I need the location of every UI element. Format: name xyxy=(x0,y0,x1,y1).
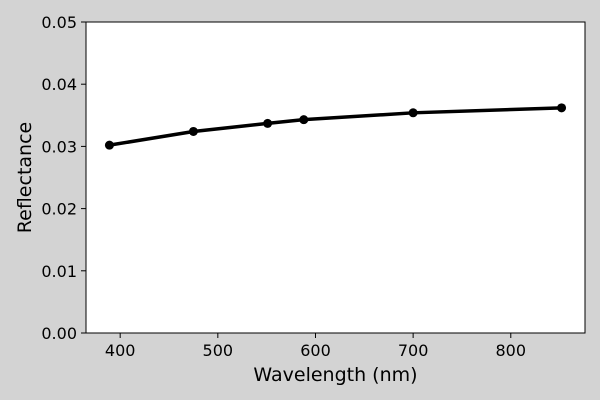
data-point xyxy=(299,115,309,125)
plot-area xyxy=(86,22,585,333)
data-point xyxy=(557,103,567,113)
x-tick-label: 800 xyxy=(496,341,527,360)
x-tick-label: 400 xyxy=(105,341,136,360)
data-point xyxy=(104,140,114,150)
y-axis-label: Reflectance xyxy=(14,122,36,233)
x-tick-label: 600 xyxy=(300,341,331,360)
plot-frame xyxy=(85,21,586,334)
y-tick-label: 0.04 xyxy=(41,75,77,94)
series-layer xyxy=(104,103,567,150)
data-point xyxy=(188,126,198,136)
y-tick-label: 0.05 xyxy=(41,13,77,32)
data-point xyxy=(263,118,273,128)
x-axis-label: Wavelength (nm) xyxy=(253,364,417,386)
y-axis-ticks: 0.00 0.01 0.02 0.03 0.04 0.05 xyxy=(41,13,86,343)
x-tick-label: 500 xyxy=(203,341,234,360)
y-tick-label: 0.00 xyxy=(41,324,77,343)
data-point xyxy=(408,108,418,118)
y-tick-label: 0.02 xyxy=(41,200,77,219)
x-tick-label: 700 xyxy=(398,341,429,360)
series-line xyxy=(107,106,564,147)
y-tick-label: 0.01 xyxy=(41,262,77,281)
y-tick-label: 0.03 xyxy=(41,137,77,156)
x-axis-ticks: 400 500 600 700 800 xyxy=(105,333,526,360)
